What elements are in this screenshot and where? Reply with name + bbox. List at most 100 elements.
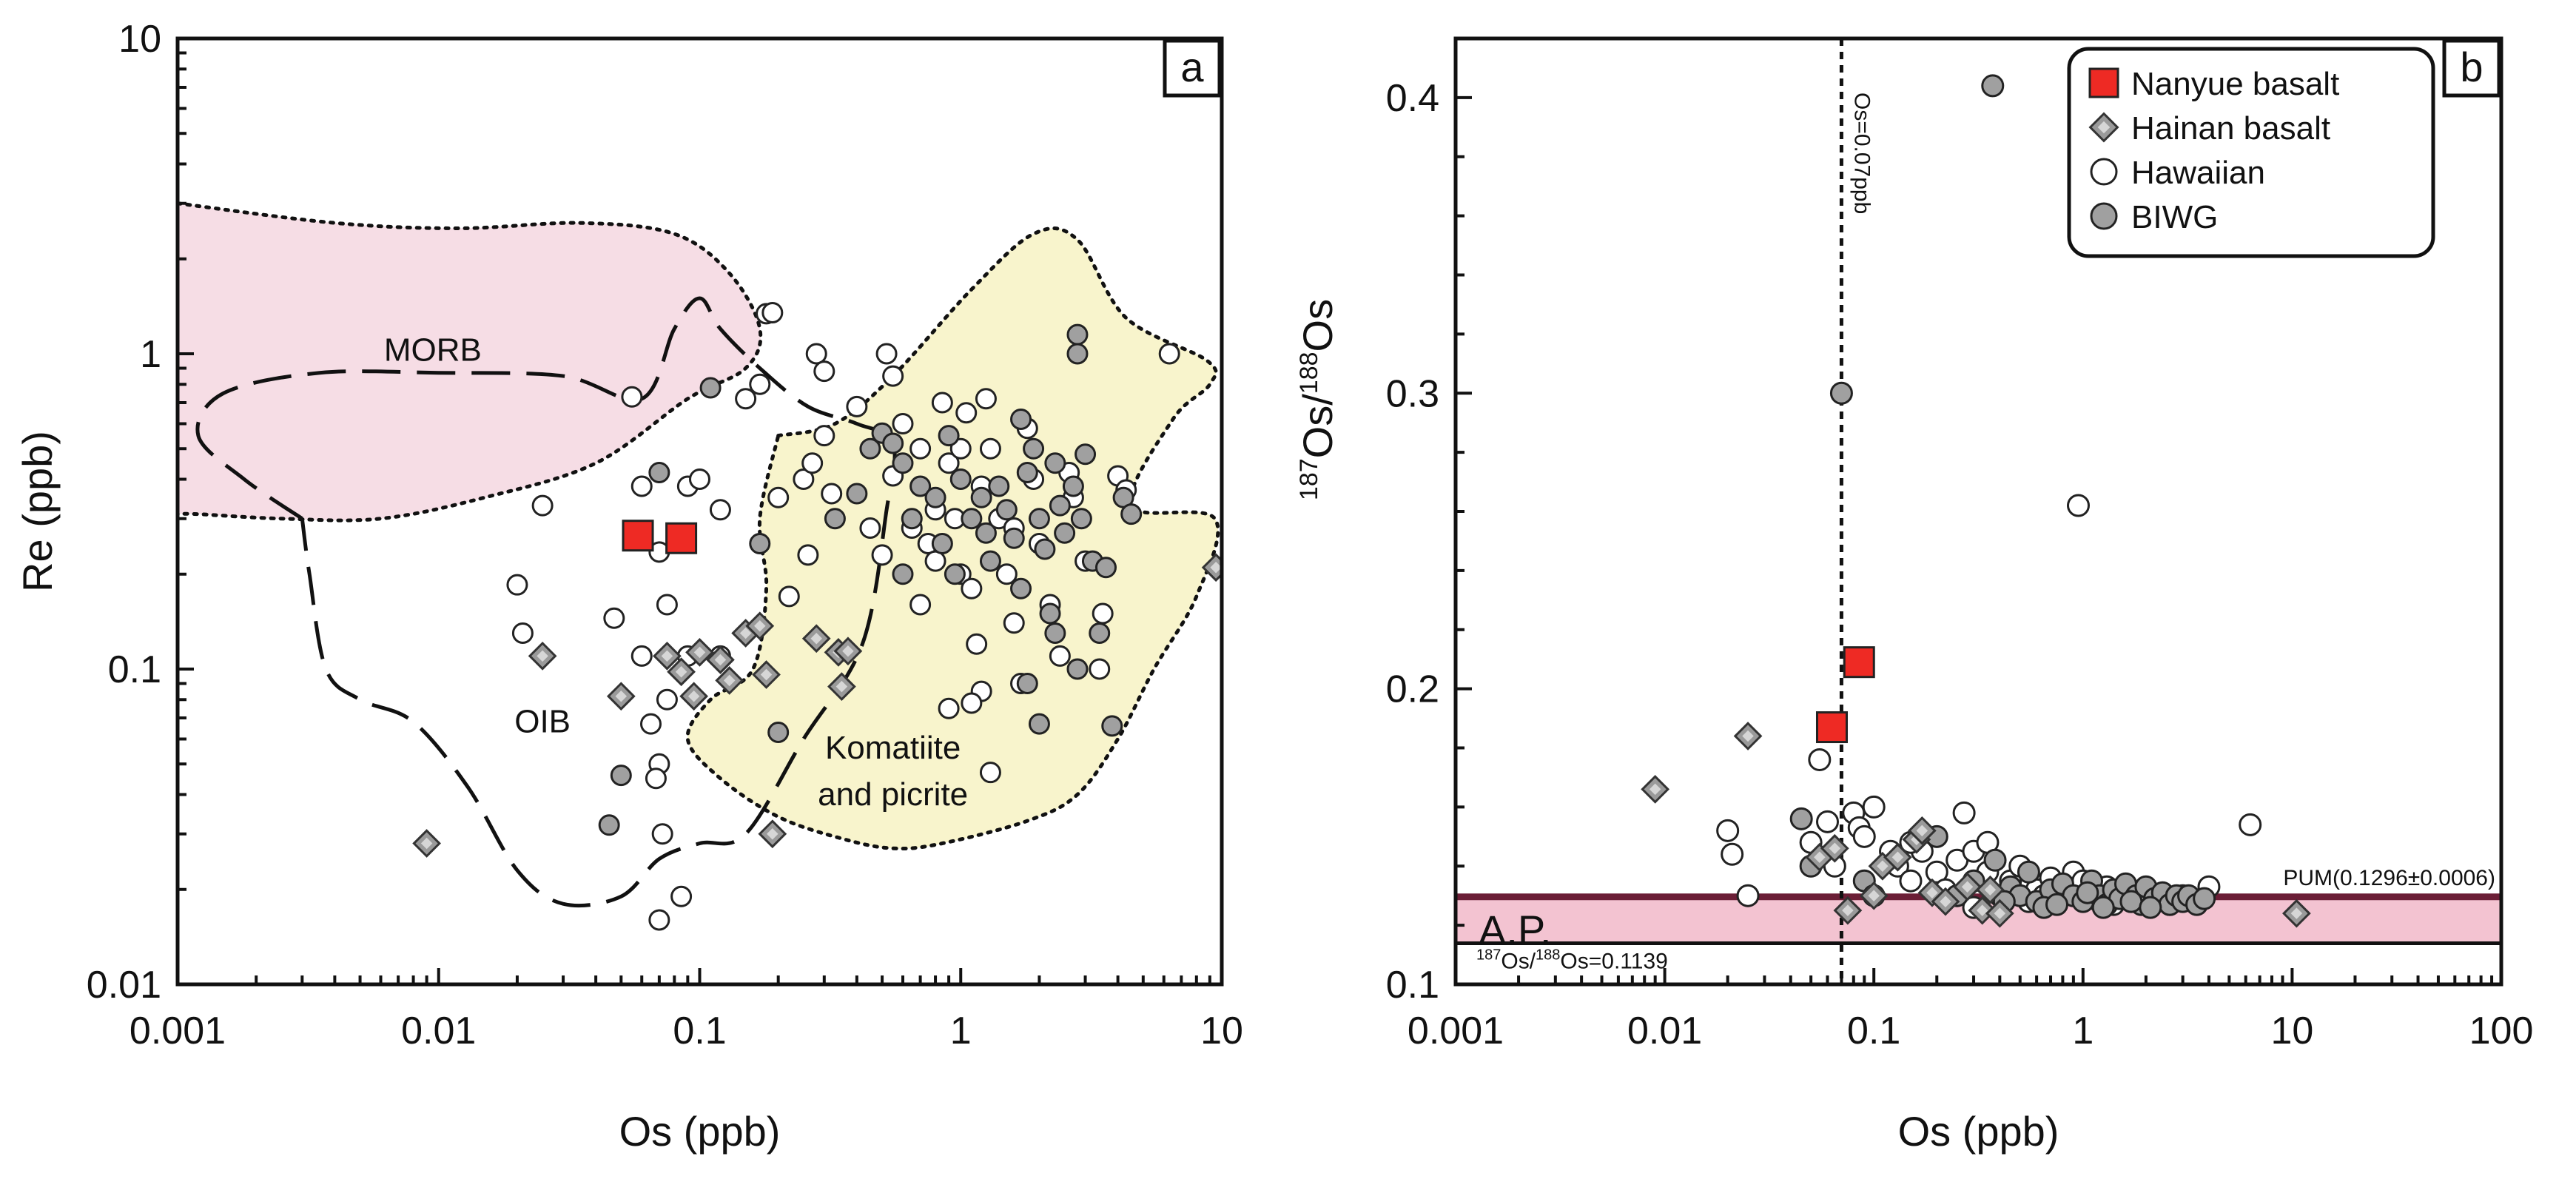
point-hawaiian [603, 607, 625, 629]
x-tick-label: 0.1 [673, 1010, 726, 1052]
point-hainan-basalt [752, 660, 781, 689]
point-hainan-basalt-highlight [420, 837, 433, 850]
point-hainan-basalt-highlight [835, 680, 848, 693]
point-hainan-basalt [1201, 553, 1222, 582]
point-hainan-basalt-highlight [687, 690, 700, 702]
point-biwg [1066, 323, 1089, 346]
point-hawaiian [801, 452, 824, 474]
point-biwg [2076, 881, 2099, 904]
x-tick-label: 1 [950, 1010, 972, 1052]
y-axis-title-part: 187 [1295, 458, 1323, 500]
point-hainan-basalt [1968, 896, 1997, 925]
point-hawaiian [1852, 824, 1876, 848]
point-hawaiian [882, 365, 904, 387]
point-hawaiian [961, 692, 983, 714]
panel-label-text: b [2460, 44, 2483, 90]
panel-label-a: a [1163, 38, 1222, 98]
x-tick-label: 0.01 [401, 1010, 476, 1052]
point-biwg [1010, 577, 1032, 599]
point-biwg [1066, 343, 1089, 365]
point-hainan-basalt [606, 682, 636, 711]
point-hawaiian [821, 483, 843, 505]
point-hainan-basalt [1883, 842, 1912, 872]
panel-label-b: b [2442, 38, 2501, 98]
point-hainan-basalt [685, 638, 714, 667]
point-biwg [1003, 527, 1025, 549]
point-hawaiian [813, 360, 835, 383]
point-biwg [648, 461, 670, 483]
point-biwg [1016, 461, 1038, 483]
point-biwg [2139, 896, 2162, 919]
point-hawaiian [909, 594, 932, 616]
point-hainan-basalt [412, 829, 441, 858]
point-hawaiian [979, 437, 1001, 460]
ap-bottom-label-part: Os=0.1139 [1560, 949, 1667, 973]
point-hainan-basalt [1641, 775, 1670, 804]
x-tick-label: 0.1 [1847, 1010, 1900, 1052]
point-biwg [1070, 508, 1092, 530]
y-axis-title: Re (ppb) [14, 431, 61, 592]
point-biwg [1981, 74, 2005, 98]
point-hainan-basalt-highlight [810, 632, 822, 645]
point-hawaiian [1808, 748, 1832, 771]
point-hawaiian [709, 499, 731, 521]
legend-marker-nanyue-basalt [2088, 67, 2119, 98]
point-biwg [2193, 887, 2216, 910]
point-hainan-basalt-highlight [767, 827, 778, 840]
field-label-morb: MORB [384, 332, 482, 368]
point-biwg [749, 532, 771, 554]
fields [178, 201, 1220, 908]
point-biwg [1039, 602, 1061, 625]
point-hainan-basalt [653, 641, 682, 671]
ap-bottom-label-part: 188 [1536, 947, 1560, 963]
point-biwg [882, 432, 904, 454]
point-hainan-basalt-highlight [1877, 860, 1889, 873]
point-hawaiian [2067, 494, 2091, 517]
point-biwg [1028, 508, 1050, 530]
point-hainan-basalt-highlight [1940, 896, 1951, 907]
point-hawaiian [892, 413, 914, 435]
point-hawaiian [670, 885, 693, 907]
point-hainan-basalt [1833, 896, 1863, 925]
point-hawaiian [656, 688, 678, 711]
point-hainan-basalt-highlight [1911, 833, 1923, 846]
x-tick-label: 10 [2270, 1010, 2313, 1052]
point-biwg [924, 486, 946, 508]
point-biwg [2091, 896, 2115, 919]
point-biwg [970, 486, 992, 508]
x-axis-title: Os (ppb) [619, 1108, 781, 1155]
point-biwg [944, 563, 966, 585]
point-hawaiian [949, 437, 972, 460]
x-tick-label: 1 [2072, 1010, 2094, 1052]
point-hainan-basalt [1931, 887, 1960, 916]
point-hawaiian [1003, 612, 1025, 634]
point-biwg [975, 522, 997, 544]
point-biwg [901, 508, 923, 530]
y-tick-label: 0.1 [108, 648, 161, 691]
point-hainan-basalt-highlight [739, 627, 752, 639]
point-hawaiian [995, 563, 1018, 585]
point-hainan-basalt-highlight [1829, 842, 1841, 855]
point-hawaiian [1089, 658, 1111, 680]
point-hawaiian [805, 343, 827, 365]
point-hainan-basalt [667, 657, 696, 687]
point-biwg [2017, 860, 2040, 884]
legend: Nanyue basalt Hainan basalt Hawaiian BIWG [2067, 47, 2435, 258]
point-hainan-basalt-highlight [842, 645, 854, 657]
point-hawaiian [621, 386, 643, 408]
point-hawaiian [511, 622, 534, 644]
x-axis-title: Os (ppb) [1898, 1108, 2059, 1155]
point-hainan-basalt-highlight [1891, 851, 1904, 864]
point-hainan-basalt-highlight [1994, 907, 2006, 919]
point-hawaiian [975, 388, 997, 410]
point-hawaiian [1736, 884, 1760, 907]
y-axis-title-part: Os [1294, 299, 1341, 352]
y-axis-title-part: 188 [1295, 352, 1323, 394]
point-hawaiian [813, 425, 835, 447]
point-hainan-basalt [758, 819, 787, 849]
point-hainan-basalt-highlight [1926, 887, 1938, 898]
legend-label: Nanyue basalt [2131, 66, 2339, 102]
x-tick-label: 0.01 [1627, 1010, 1702, 1052]
point-biwg [995, 499, 1018, 521]
point-hawaiian [735, 388, 757, 410]
